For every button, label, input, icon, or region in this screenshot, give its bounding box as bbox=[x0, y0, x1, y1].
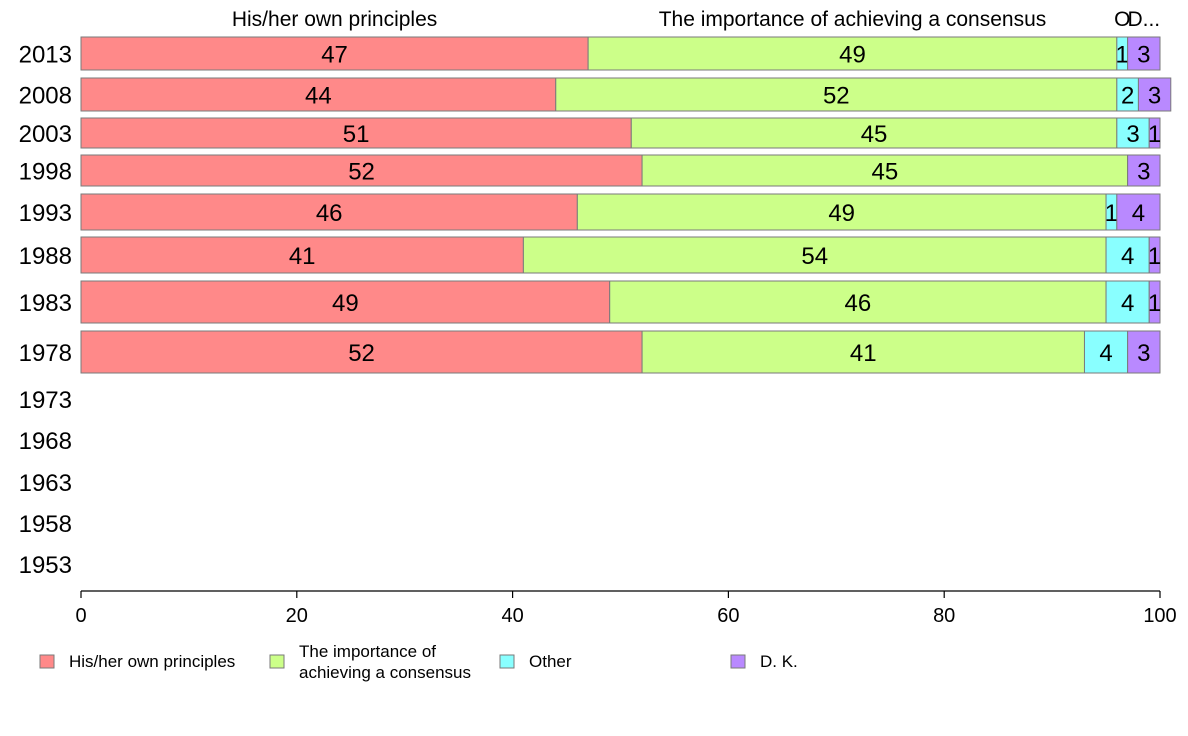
x-tick-label: 40 bbox=[501, 605, 523, 627]
data-label: 51 bbox=[343, 121, 370, 148]
data-label: 45 bbox=[861, 121, 888, 148]
data-label: 1 bbox=[1105, 200, 1118, 227]
legend-label: D. K. bbox=[760, 652, 798, 671]
data-label: 47 bbox=[321, 42, 348, 69]
data-label: 49 bbox=[332, 290, 359, 317]
legend-label-line: The importance of bbox=[299, 642, 436, 661]
year-label: 1998 bbox=[19, 159, 72, 186]
data-label: 4 bbox=[1121, 243, 1134, 270]
data-label: 52 bbox=[348, 340, 375, 367]
bar-segment bbox=[80, 280, 611, 324]
data-label: 45 bbox=[872, 159, 899, 186]
bar-segment bbox=[609, 280, 1107, 324]
data-label: 4 bbox=[1132, 200, 1145, 227]
bar-segment bbox=[1083, 330, 1129, 374]
bar-segment bbox=[522, 236, 1107, 274]
legend-swatch bbox=[269, 654, 285, 669]
data-label: 46 bbox=[845, 290, 872, 317]
year-label: 2003 bbox=[19, 121, 72, 148]
bar-segment bbox=[1148, 280, 1161, 324]
year-label: 2013 bbox=[19, 42, 72, 69]
x-tick-label: 100 bbox=[1143, 605, 1176, 627]
bar-segment bbox=[576, 193, 1107, 231]
bar-segment bbox=[1137, 77, 1172, 112]
top-series-label: The importance of achieving a consensus bbox=[659, 8, 1047, 31]
data-label: 3 bbox=[1148, 83, 1161, 110]
data-label: 52 bbox=[348, 159, 375, 186]
data-label: 52 bbox=[823, 83, 850, 110]
data-label: 54 bbox=[801, 243, 828, 270]
top-series-label: His/her own principles bbox=[232, 8, 437, 31]
data-label: 41 bbox=[289, 243, 316, 270]
year-label: 1958 bbox=[19, 511, 72, 538]
legend-swatch bbox=[730, 654, 746, 669]
data-label: 3 bbox=[1137, 42, 1150, 69]
legend-label: Other bbox=[529, 652, 572, 671]
data-label: 1 bbox=[1116, 42, 1129, 69]
legend-swatch bbox=[39, 654, 55, 669]
bar-segment bbox=[1127, 154, 1161, 187]
data-label: 1 bbox=[1148, 243, 1161, 270]
bar-segment bbox=[1127, 330, 1161, 374]
legend-label: The importance of achieving a consensus bbox=[299, 642, 471, 682]
bar-segment bbox=[1148, 236, 1161, 274]
data-label: 3 bbox=[1137, 159, 1150, 186]
bar-segment bbox=[80, 193, 578, 231]
data-label: 1 bbox=[1148, 290, 1161, 317]
year-label: 1978 bbox=[19, 340, 72, 367]
year-label: 1973 bbox=[19, 387, 72, 414]
bars: 47 49 1 344 52 2 351 45 3 152 45 346 49 1 441 54 4 149 46 4… bbox=[80, 36, 1172, 374]
bar-segment bbox=[1116, 193, 1161, 231]
data-label: 3 bbox=[1137, 340, 1150, 367]
year-axis-labels: 2013 2008 2003 1998 1993 1988 1983 1978 1973 1968… bbox=[19, 42, 72, 580]
top-series-label: O bbox=[1114, 8, 1130, 31]
year-label: 1988 bbox=[19, 243, 72, 270]
data-label: 46 bbox=[316, 200, 343, 227]
bar-segment bbox=[1105, 280, 1150, 324]
bar-segment bbox=[80, 330, 643, 374]
bar-segment bbox=[1116, 117, 1150, 149]
legend-swatch bbox=[499, 654, 515, 669]
top-series-labels: His/her own principles The importance of … bbox=[232, 8, 1160, 31]
x-tick-label: 60 bbox=[717, 605, 739, 627]
bar-segment bbox=[80, 117, 632, 149]
legend-label: His/her own principles bbox=[69, 652, 235, 671]
top-series-label: D... bbox=[1127, 8, 1160, 31]
data-label: 2 bbox=[1121, 83, 1134, 110]
data-label: 1 bbox=[1148, 121, 1161, 148]
data-label: 44 bbox=[305, 83, 332, 110]
year-label: 1953 bbox=[19, 552, 72, 579]
data-label: 49 bbox=[839, 42, 866, 69]
data-label: 4 bbox=[1099, 340, 1112, 367]
year-label: 1963 bbox=[19, 470, 72, 497]
data-label: 49 bbox=[828, 200, 855, 227]
bar-segment bbox=[1105, 236, 1150, 274]
bar-segment bbox=[80, 236, 524, 274]
x-tick-label: 20 bbox=[286, 605, 308, 627]
data-label: 4 bbox=[1121, 290, 1134, 317]
x-axis: 0 20 40 60 80 100 bbox=[75, 590, 1177, 627]
bar-segment bbox=[630, 117, 1118, 149]
data-label: 41 bbox=[850, 340, 877, 367]
bar-segment bbox=[641, 154, 1129, 187]
year-label: 2008 bbox=[19, 83, 72, 110]
data-label: 3 bbox=[1126, 121, 1139, 148]
x-tick-label: 0 bbox=[75, 605, 86, 627]
bar-segment bbox=[1127, 36, 1161, 71]
bar-segment bbox=[80, 77, 557, 112]
bar-segment bbox=[555, 77, 1118, 112]
legend: His/her own principles The importance of a… bbox=[39, 642, 798, 682]
year-label: 1993 bbox=[19, 200, 72, 227]
bar-segment bbox=[587, 36, 1118, 71]
year-label: 1968 bbox=[19, 428, 72, 455]
x-tick-label: 80 bbox=[933, 605, 955, 627]
year-label: 1983 bbox=[19, 290, 72, 317]
legend-label-line: achieving a consensus bbox=[299, 663, 471, 682]
bar-segment bbox=[1148, 117, 1161, 149]
